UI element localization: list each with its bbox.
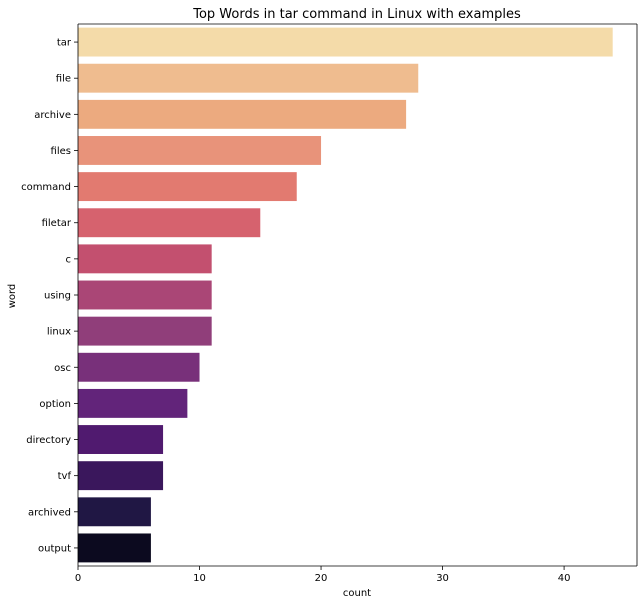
y-tick-label-archived: archived (28, 507, 71, 518)
bar-tvf (78, 461, 164, 491)
bar-files (78, 136, 322, 165)
y-tick-label-option: option (39, 399, 71, 410)
x-tick-labels-group: 0 10 20 30 40 (75, 566, 571, 584)
y-tick-label-output: output (38, 543, 71, 554)
y-tick-label-tar: tar (57, 38, 72, 49)
bar-filetar (78, 208, 261, 238)
bar-archived (78, 497, 151, 527)
y-tick-labels-group: tar file archive files command filetar c using l… (21, 38, 78, 554)
y-tick-label-archive: archive (34, 110, 71, 121)
y-tick-label-osc: osc (54, 363, 71, 374)
x-axis-label: count (343, 588, 371, 599)
y-tick-label-files: files (51, 146, 71, 157)
y-tick-label-command: command (21, 182, 71, 193)
y-tick-label-file: file (56, 74, 71, 85)
y-axis-label: word (7, 284, 18, 309)
chart-title: Top Words in tar command in Linux with e… (192, 7, 521, 22)
x-tick-label-30: 30 (436, 573, 449, 584)
bar-osc (78, 352, 200, 382)
bar-command (78, 172, 297, 202)
y-tick-label-linux: linux (47, 327, 71, 338)
bar-output (78, 533, 151, 563)
y-tick-label-using: using (44, 291, 71, 302)
x-tick-label-20: 20 (315, 573, 328, 584)
bar-archive (78, 99, 407, 129)
y-tick-label-directory: directory (26, 435, 71, 446)
bar-directory (78, 425, 164, 454)
axes-group (77, 23, 638, 567)
bar-option (78, 388, 188, 418)
x-tick-label-40: 40 (558, 573, 571, 584)
bar-file (78, 63, 419, 93)
x-tick-label-0: 0 (75, 573, 81, 584)
y-tick-label-c: c (66, 254, 72, 265)
x-tick-label-10: 10 (193, 573, 206, 584)
y-tick-label-tvf: tvf (58, 471, 72, 482)
bar-tar (78, 27, 613, 57)
bar-linux (78, 316, 212, 346)
bar-c (78, 244, 212, 274)
bars-group (78, 27, 613, 563)
y-tick-label-filetar: filetar (42, 218, 72, 229)
bar-using (78, 280, 212, 310)
